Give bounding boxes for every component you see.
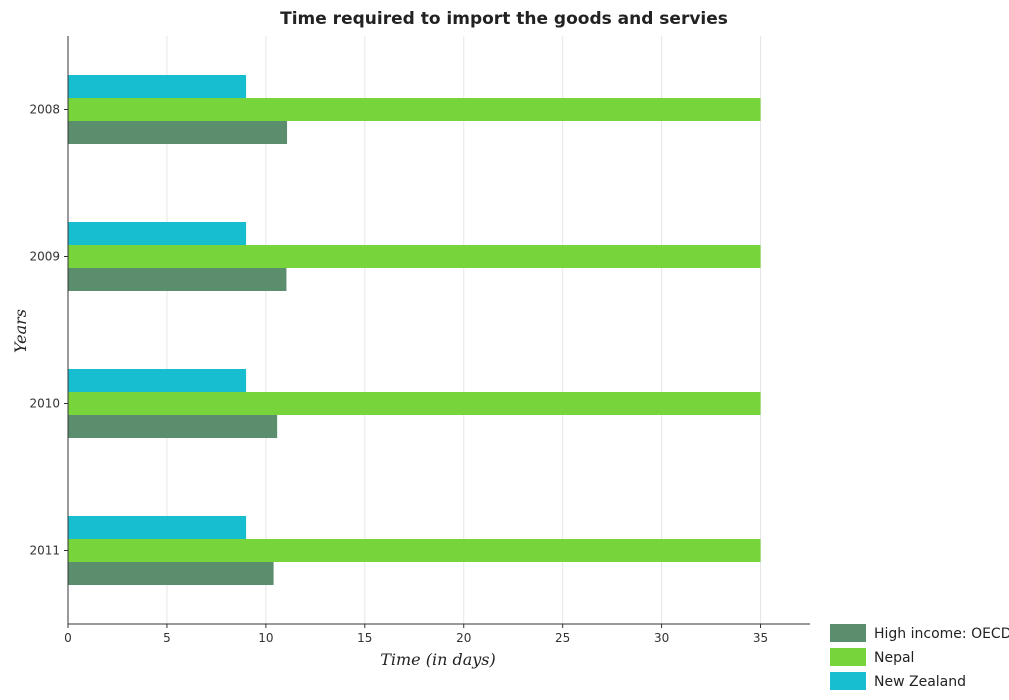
bar xyxy=(68,392,761,415)
y-tick-label: 2008 xyxy=(29,103,60,117)
x-tick-label: 0 xyxy=(64,631,72,645)
plot-area: 0 5 10 15 20 25 30 35 2008 2009 2010 2011 xyxy=(29,36,810,645)
x-tick-label: 5 xyxy=(163,631,171,645)
chart-title: Time required to import the goods and se… xyxy=(280,9,728,29)
x-tick-label: 30 xyxy=(654,631,669,645)
x-tick-label: 10 xyxy=(258,631,273,645)
bar xyxy=(68,562,274,585)
y-tick-label: 2011 xyxy=(29,544,60,558)
y-tick-label: 2010 xyxy=(29,397,60,411)
y-axis-label: Years xyxy=(11,309,30,353)
bar xyxy=(68,539,761,562)
legend-label: Nepal xyxy=(874,650,914,666)
legend-swatch xyxy=(830,672,866,690)
legend-swatch xyxy=(830,648,866,666)
bar xyxy=(68,516,247,539)
legend: High income: OECD Nepal New Zealand xyxy=(830,624,1009,690)
x-tick-label: 15 xyxy=(357,631,372,645)
bar xyxy=(68,121,288,144)
x-axis-label: Time (in days) xyxy=(380,650,496,669)
x-tick-label: 35 xyxy=(753,631,768,645)
bar xyxy=(68,75,247,98)
bar xyxy=(68,415,278,438)
bar xyxy=(68,245,761,268)
legend-swatch xyxy=(830,624,866,642)
bar xyxy=(68,98,761,121)
bar xyxy=(68,369,247,392)
bar xyxy=(68,222,247,245)
x-tick-label: 25 xyxy=(555,631,570,645)
x-tick-label: 20 xyxy=(456,631,471,645)
bar xyxy=(68,268,287,291)
y-tick-label: 2009 xyxy=(29,250,60,264)
legend-label: New Zealand xyxy=(874,674,966,690)
legend-label: High income: OECD xyxy=(874,626,1009,642)
